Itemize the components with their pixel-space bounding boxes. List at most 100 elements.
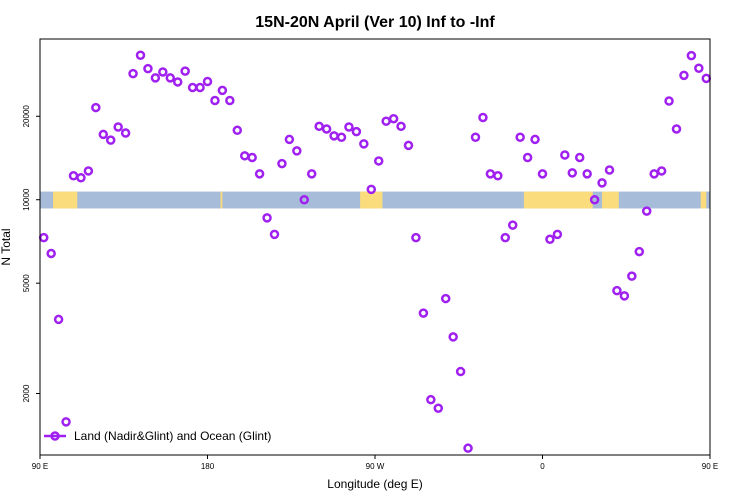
data-point <box>545 234 555 245</box>
data-point <box>76 173 86 183</box>
data-point <box>135 50 146 61</box>
data-point <box>172 77 183 87</box>
plot-frame <box>39 38 711 456</box>
data-point <box>530 134 540 145</box>
data-point <box>619 291 630 301</box>
data-point <box>470 132 481 143</box>
data-point <box>187 82 198 93</box>
data-point <box>46 248 56 259</box>
data-point <box>61 417 71 427</box>
x-axis: 90 E 180 90 W 0 90 E <box>32 455 718 471</box>
data-point <box>373 156 384 166</box>
x-tick-label: 90 W <box>366 462 385 471</box>
legend-marker <box>50 431 60 441</box>
data-point <box>396 121 406 132</box>
data-point <box>411 232 421 243</box>
data-point <box>68 171 79 181</box>
data-point <box>403 140 414 151</box>
data-point <box>515 132 525 143</box>
data-point <box>597 178 607 188</box>
data-point <box>232 125 243 136</box>
data-point <box>522 152 533 163</box>
data-point <box>485 169 496 179</box>
data-point <box>195 82 205 93</box>
chart-title: 15N-20N April (Ver 10) Inf to -Inf <box>255 14 495 31</box>
data-point <box>627 271 637 281</box>
data-point <box>321 124 332 134</box>
data-point <box>589 194 600 205</box>
data-point <box>329 131 339 141</box>
data-point <box>217 85 228 96</box>
data-point <box>225 95 235 106</box>
data-point <box>381 116 391 126</box>
data-point <box>351 126 362 137</box>
data-point <box>686 50 697 61</box>
data-point <box>359 139 369 149</box>
data-point <box>158 67 168 77</box>
data-point <box>277 158 287 169</box>
x-tick-label: 90 E <box>32 462 48 471</box>
data-point <box>679 70 689 81</box>
data-point <box>604 165 615 175</box>
data-point <box>418 308 429 318</box>
data-point <box>426 394 436 405</box>
data-point <box>582 169 592 179</box>
data-point <box>128 68 138 79</box>
data-point <box>455 366 466 377</box>
data-point <box>98 129 109 140</box>
data-point <box>567 168 578 178</box>
data-point <box>262 213 272 223</box>
data-point <box>634 246 645 257</box>
data-point <box>113 122 123 132</box>
data-point <box>463 443 473 453</box>
x-axis-label: Longitude (deg E) <box>327 477 422 491</box>
data-point <box>105 135 116 145</box>
data-point <box>314 121 324 132</box>
data-point <box>388 113 399 124</box>
y-tick-label: 20000 <box>22 105 31 128</box>
y-tick-label: 5000 <box>22 274 31 292</box>
data-point <box>574 152 585 163</box>
data-point <box>612 285 622 296</box>
data-point <box>344 122 354 132</box>
data-point <box>247 152 257 163</box>
data-point <box>180 66 190 76</box>
data-point <box>552 229 563 240</box>
land-segment <box>523 191 593 209</box>
data-point <box>493 171 503 181</box>
data-point <box>366 184 377 195</box>
data-point <box>671 124 682 134</box>
data-point <box>202 76 213 87</box>
data-point <box>165 73 176 83</box>
data-point <box>299 194 310 205</box>
data-point <box>306 169 317 179</box>
data-point <box>254 169 265 179</box>
x-tick-label: 90 E <box>702 462 718 471</box>
data-point <box>694 63 704 74</box>
data-point <box>284 134 295 145</box>
data-point <box>210 95 220 106</box>
data-point <box>701 73 712 84</box>
land-segment <box>220 191 223 209</box>
data-point <box>239 151 250 161</box>
data-point <box>649 169 659 179</box>
data-point <box>433 403 444 413</box>
data-point <box>143 63 153 74</box>
data-points <box>38 50 712 453</box>
data-point <box>656 166 667 176</box>
data-point <box>269 229 280 240</box>
data-point <box>641 206 652 216</box>
data-point <box>83 166 94 176</box>
x-tick-label: 0 <box>540 462 545 471</box>
data-point <box>120 128 131 138</box>
map-strip <box>40 191 710 209</box>
y-tick-label: 10000 <box>22 188 31 211</box>
data-point <box>292 146 302 156</box>
data-point <box>448 332 458 342</box>
data-point <box>38 232 49 243</box>
land-segment <box>602 191 619 209</box>
land-segment <box>360 191 383 209</box>
data-point <box>537 169 548 179</box>
land-segment <box>700 191 707 209</box>
